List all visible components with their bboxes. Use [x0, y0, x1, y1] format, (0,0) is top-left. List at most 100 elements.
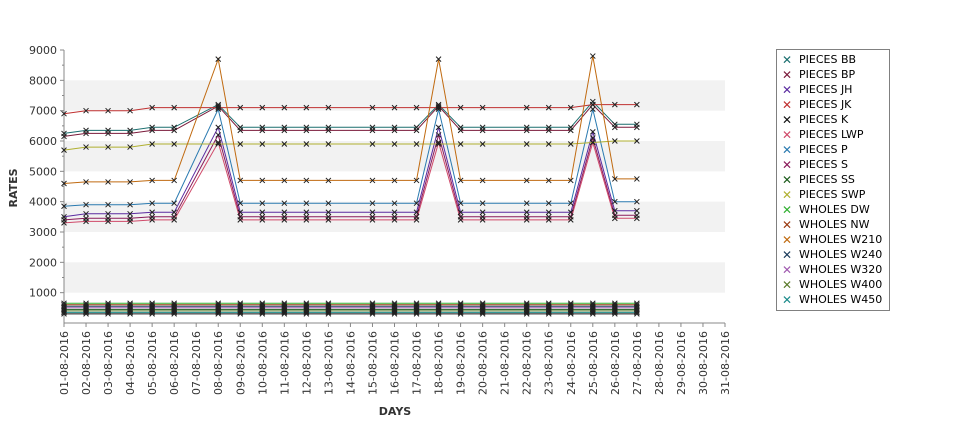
data-point-pieces-swp [237, 141, 244, 147]
data-point-pieces-s [435, 132, 442, 138]
data-point-pieces-jk [523, 104, 530, 111]
data-point-pieces-p [589, 106, 596, 113]
legend-item-pieces-s: ✕ PIECES S [781, 157, 848, 172]
data-point-pieces-jk [413, 104, 420, 111]
data-point-wholes-w400 [61, 308, 67, 314]
data-point-pieces-swp [435, 141, 442, 147]
data-point-pieces-s [611, 212, 618, 219]
x-tick-label: 03-08-2016 [102, 331, 115, 395]
data-point-wholes-w210 [457, 177, 464, 184]
data-point-pieces-swp [325, 141, 332, 147]
data-point-pieces-swp [391, 141, 398, 147]
data-point-pieces-bp [634, 124, 640, 131]
data-point-wholes-w240 [545, 303, 552, 310]
data-point-wholes-w210 [634, 176, 640, 182]
y-axis-title: RATES [7, 168, 20, 207]
data-point-pieces-bp [303, 127, 310, 134]
data-point-wholes-w400 [634, 308, 640, 314]
data-point-wholes-w450 [281, 309, 288, 316]
data-point-pieces-bp [83, 130, 89, 137]
legend-label: PIECES K [799, 113, 849, 126]
legend-marker-icon: ✕ [781, 187, 793, 202]
data-point-wholes-w450 [391, 309, 398, 316]
data-point-pieces-jk [611, 101, 618, 108]
data-point-pieces-jk [369, 104, 376, 111]
legend-marker-icon: ✕ [781, 247, 793, 262]
data-point-wholes-w210 [435, 56, 442, 62]
data-point-pieces-p [237, 200, 244, 207]
data-point-wholes-w400 [589, 308, 596, 314]
data-point-wholes-w450 [611, 309, 618, 316]
series-line-pieces-jh [63, 125, 637, 218]
data-point-pieces-swp [215, 141, 222, 147]
data-point-wholes-w240 [237, 303, 244, 310]
x-tick-label: 27-08-2016 [631, 331, 644, 395]
x-tick-label: 23-08-2016 [543, 331, 556, 395]
data-point-pieces-swp [61, 147, 67, 153]
data-point-pieces-swp [589, 139, 596, 146]
data-point-wholes-w240 [325, 303, 332, 310]
data-point-wholes-w240 [369, 303, 376, 310]
legend-label: PIECES SS [799, 173, 855, 186]
data-point-pieces-jh [634, 207, 640, 214]
legend-item-pieces-bb: ✕ PIECES BB [781, 52, 856, 67]
data-point-pieces-s [634, 212, 640, 219]
legend-item-wholes-w210: ✕ WHOLES W210 [781, 232, 882, 247]
data-point-wholes-w450 [83, 309, 89, 316]
x-tick-label: 16-08-2016 [389, 331, 402, 395]
x-tick-label: 08-08-2016 [212, 331, 225, 395]
y-tick-label: 3000 [29, 226, 57, 239]
series-line-pieces-jk [63, 104, 637, 115]
legend-marker-icon: ✕ [781, 97, 793, 112]
y-tick-label: 9000 [29, 44, 57, 57]
grid-bands [64, 80, 725, 293]
x-tick-label: 05-08-2016 [146, 331, 159, 395]
data-point-pieces-swp [479, 141, 486, 147]
series-line-pieces-p [63, 107, 637, 207]
data-point-pieces-jk [479, 104, 486, 111]
data-point-pieces-jk [435, 104, 442, 111]
legend-item-pieces-k: ✕ PIECES K [781, 112, 848, 127]
data-point-wholes-w450 [545, 309, 552, 316]
data-point-pieces-swp [545, 141, 552, 147]
legend-item-wholes-w450: ✕ WHOLES W450 [781, 292, 882, 307]
data-point-wholes-w450 [634, 309, 640, 316]
x-tick-label: 19-08-2016 [455, 331, 468, 395]
series-lines [63, 56, 637, 315]
data-point-wholes-w210 [567, 177, 574, 184]
data-point-pieces-bp [545, 127, 552, 134]
x-axis-title: DAYS [379, 405, 412, 418]
data-point-pieces-jh [413, 209, 420, 216]
legend-item-pieces-jk: ✕ PIECES JK [781, 97, 851, 112]
data-point-wholes-w400 [391, 308, 398, 314]
data-point-pieces-jh [325, 209, 332, 216]
data-point-pieces-jh [589, 129, 596, 135]
x-tick-label: 25-08-2016 [587, 331, 600, 395]
data-point-wholes-w450 [127, 309, 133, 316]
data-point-pieces-swp [303, 141, 310, 147]
legend-marker-icon: ✕ [781, 127, 793, 142]
data-point-wholes-w400 [435, 308, 442, 314]
legend-label: PIECES SWP [799, 188, 866, 201]
data-point-wholes-w240 [479, 303, 486, 310]
data-point-wholes-w210 [127, 179, 133, 185]
x-tick-label: 12-08-2016 [300, 331, 313, 395]
legend-label: PIECES BP [799, 68, 856, 81]
data-point-wholes-w210 [611, 176, 618, 182]
series-line-wholes-w210 [63, 56, 637, 184]
data-point-wholes-w210 [237, 177, 244, 184]
data-point-pieces-jk [325, 104, 332, 111]
data-point-wholes-w210 [545, 177, 552, 184]
x-tick-label: 20-08-2016 [477, 331, 490, 395]
data-point-pieces-jk [567, 104, 574, 111]
data-point-wholes-w400 [281, 308, 288, 314]
data-point-pieces-jh [391, 209, 398, 216]
legend-item-wholes-w400: ✕ WHOLES W400 [781, 277, 882, 292]
x-tick-label: 09-08-2016 [234, 331, 247, 395]
data-point-wholes-w240 [457, 303, 464, 310]
data-point-pieces-jh [237, 209, 244, 216]
data-point-wholes-w240 [435, 303, 442, 310]
data-point-wholes-w210 [303, 177, 310, 184]
data-point-pieces-s [149, 213, 155, 220]
